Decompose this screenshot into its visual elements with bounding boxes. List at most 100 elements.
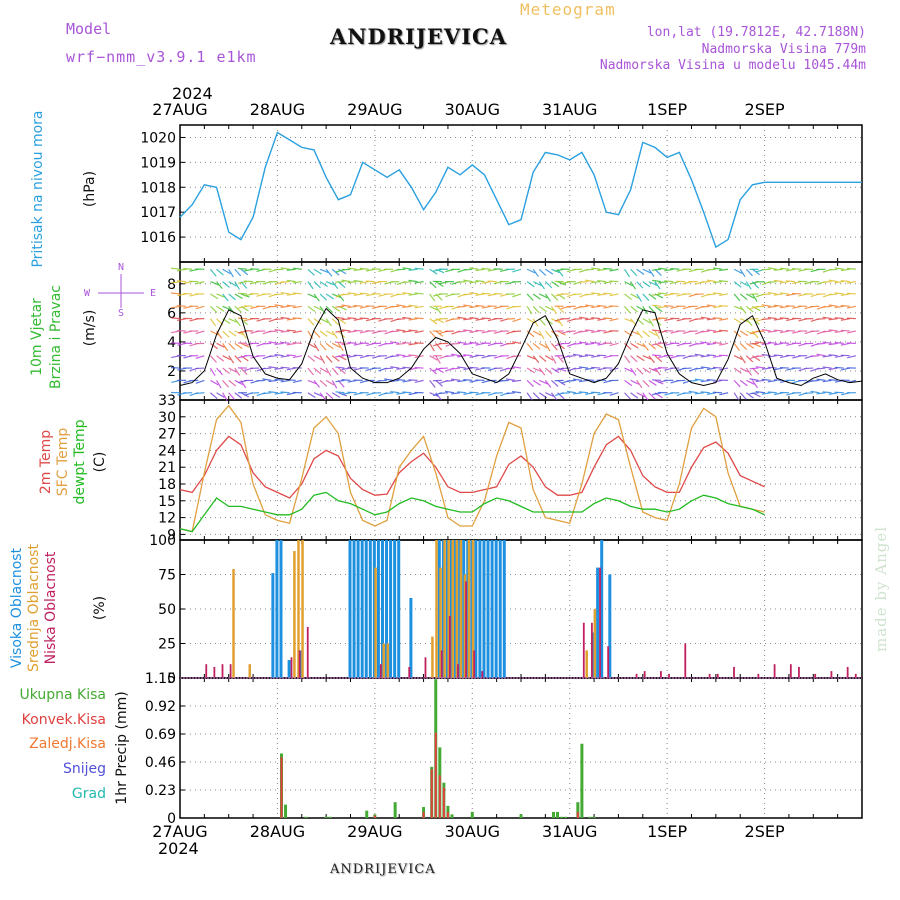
wind-arrow bbox=[834, 305, 844, 309]
wind-arrow bbox=[463, 279, 473, 283]
wind-arrow bbox=[457, 281, 467, 283]
wind-arrow bbox=[658, 292, 668, 295]
x-tick-label-bottom: 2SEP bbox=[745, 822, 785, 841]
wind-arrow bbox=[237, 317, 248, 320]
wind-arrow bbox=[280, 267, 290, 270]
wind-arrow bbox=[642, 342, 649, 351]
wind-arrow bbox=[268, 379, 278, 383]
wind-arrow bbox=[688, 330, 698, 333]
wind-arrow bbox=[578, 330, 589, 333]
wind-arrow bbox=[414, 281, 424, 284]
y-tick-label: 0.46 bbox=[145, 755, 176, 771]
wind-arrow bbox=[840, 280, 850, 283]
wind-arrow bbox=[630, 355, 638, 363]
wind-arrow bbox=[292, 292, 302, 295]
wind-arrow bbox=[244, 280, 254, 283]
wind-arrow bbox=[822, 379, 832, 383]
wind-arrow bbox=[779, 305, 790, 309]
wind-arrow bbox=[234, 342, 243, 349]
cloud-low-bar bbox=[684, 643, 687, 678]
wind-arrow bbox=[195, 355, 205, 360]
x-tick-label-top: 30AUG bbox=[445, 100, 500, 119]
wind-arrow bbox=[280, 316, 290, 320]
precip-conv-bar bbox=[373, 815, 376, 818]
cloud-low-bar bbox=[457, 664, 459, 678]
wind-arrow bbox=[694, 318, 704, 320]
wind-arrow bbox=[511, 390, 522, 394]
wind-arrow bbox=[719, 329, 729, 332]
wind-arrow bbox=[209, 268, 217, 277]
wind-arrow bbox=[654, 281, 661, 290]
wind-arrow bbox=[335, 379, 345, 383]
wind-arrow bbox=[390, 341, 400, 344]
y-tick-label: 18 bbox=[158, 477, 176, 493]
wind-arrow bbox=[195, 367, 205, 370]
wind-arrow bbox=[828, 268, 838, 271]
legend-snow: Snijeg bbox=[62, 761, 106, 777]
wind-arrow bbox=[532, 379, 542, 386]
wind-arrow bbox=[816, 342, 826, 345]
wind-arrow bbox=[816, 392, 826, 395]
wind-arrow bbox=[457, 391, 467, 394]
wind-arrow bbox=[578, 391, 589, 394]
wind-arrow bbox=[648, 281, 658, 287]
cloud-high-bar bbox=[271, 573, 275, 678]
cloud-mid-bar bbox=[431, 636, 434, 678]
wind-arrow bbox=[435, 355, 441, 364]
wind-arrow bbox=[822, 355, 832, 358]
wind-arrow bbox=[682, 392, 692, 395]
wind-arrow bbox=[463, 329, 473, 332]
wind-arrow bbox=[767, 391, 777, 394]
wind-arrow bbox=[597, 318, 607, 321]
y-tick-label: 1016 bbox=[140, 230, 176, 246]
wind-arrow bbox=[274, 318, 284, 321]
wind-arrow bbox=[566, 330, 576, 333]
wind-arrow bbox=[557, 305, 565, 314]
wind-arrow bbox=[451, 367, 461, 370]
wind-arrow bbox=[234, 318, 241, 327]
wind-arrow bbox=[652, 279, 662, 283]
wind-arrow bbox=[463, 378, 473, 381]
y-tick-label: 27 bbox=[158, 427, 176, 443]
wind-arrow bbox=[846, 317, 856, 320]
wind-arrow bbox=[532, 281, 542, 286]
wind-arrow bbox=[313, 305, 323, 311]
y-tick-label: 2 bbox=[167, 364, 176, 380]
wind-arrow bbox=[325, 330, 335, 336]
cloud-low-bar bbox=[854, 673, 857, 678]
wind-arrow bbox=[719, 268, 729, 272]
wind-arrow bbox=[228, 330, 237, 337]
wind-arrow bbox=[286, 329, 296, 332]
wind-arrow bbox=[331, 342, 341, 348]
wind-arrow bbox=[700, 391, 710, 394]
wind-arrow bbox=[234, 367, 241, 376]
wind-arrow bbox=[469, 305, 479, 309]
wind-arrow bbox=[767, 366, 777, 369]
wind-arrow bbox=[816, 318, 826, 320]
wind-arrow bbox=[706, 293, 716, 296]
wind-arrow bbox=[457, 366, 467, 369]
wind-arrow bbox=[240, 367, 248, 375]
wind-arrow bbox=[325, 281, 335, 286]
wind-arrow bbox=[256, 379, 266, 382]
wind-arrow bbox=[331, 318, 340, 326]
wind-arrow bbox=[630, 305, 638, 313]
wind-arrow bbox=[648, 293, 657, 300]
wind-arrow bbox=[463, 354, 473, 357]
wind-arrow bbox=[408, 304, 418, 307]
wind-arrow bbox=[609, 318, 619, 322]
wind-arrow bbox=[390, 355, 400, 358]
wind-arrow bbox=[603, 281, 613, 284]
cloud-low-bar bbox=[830, 671, 833, 678]
cloud-high-bar bbox=[494, 540, 498, 678]
wind-arrow bbox=[828, 318, 838, 321]
wind-arrow bbox=[402, 281, 412, 284]
wind-arrow bbox=[463, 293, 473, 296]
x-tick-label-bottom: 30AUG bbox=[445, 822, 500, 841]
wind-arrow bbox=[648, 318, 655, 327]
wind-arrow bbox=[810, 390, 820, 394]
cloud-mid-bar bbox=[455, 540, 459, 678]
wind-arrow bbox=[475, 293, 485, 296]
wind-arrow bbox=[642, 281, 651, 288]
